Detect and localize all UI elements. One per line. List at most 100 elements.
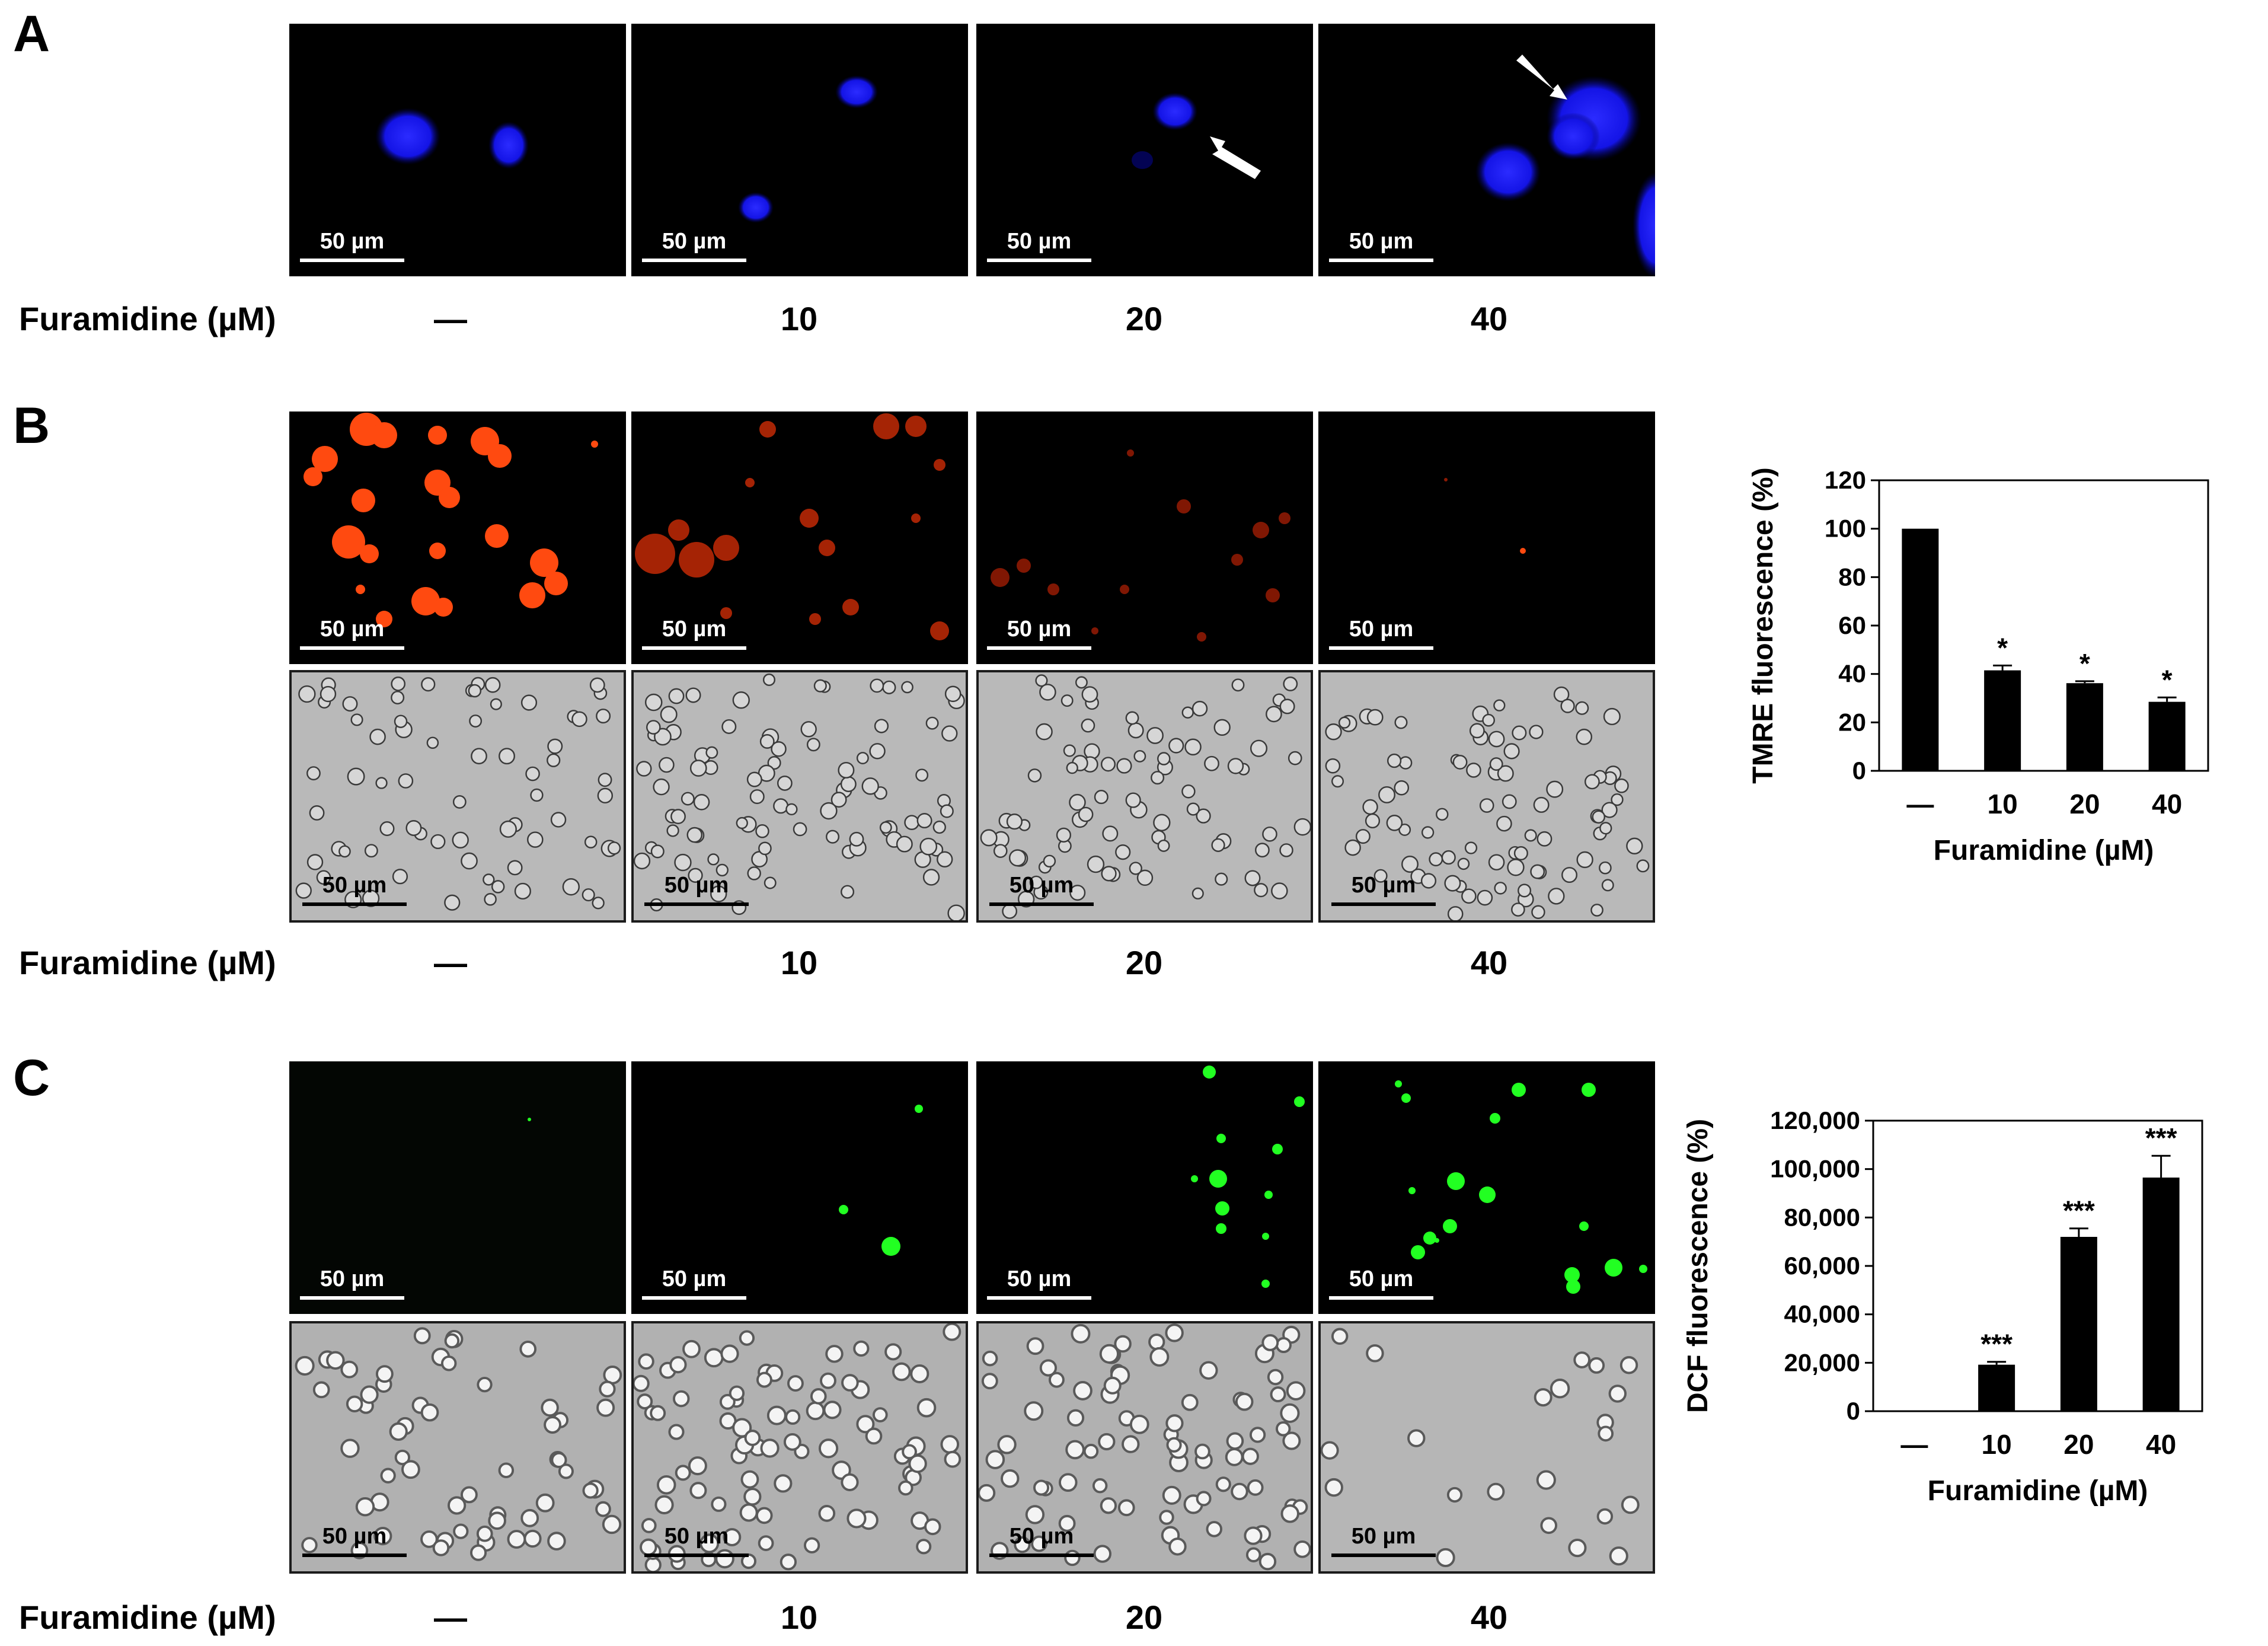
- cell: [1066, 761, 1078, 774]
- cell: [1599, 861, 1612, 875]
- cell: [448, 1496, 467, 1515]
- cell: [375, 1365, 394, 1383]
- cell: [320, 685, 337, 703]
- cell: [732, 691, 750, 709]
- cell: [369, 728, 386, 745]
- panel-label-c: C: [13, 1050, 50, 1106]
- tmre-cells: [635, 413, 949, 640]
- cell: [846, 1508, 867, 1529]
- cell: [1168, 738, 1184, 754]
- cell: [1192, 887, 1204, 899]
- cell: [1258, 1552, 1277, 1571]
- cell: [1421, 826, 1435, 839]
- cell: [394, 714, 408, 728]
- scale-bar-label: 50 µm: [1349, 1267, 1414, 1291]
- cell: [650, 844, 665, 859]
- cell: [650, 1405, 666, 1421]
- cell: [1245, 1547, 1261, 1562]
- scale-bar-label: 50 µm: [320, 617, 385, 642]
- cell: [1331, 1328, 1349, 1345]
- cell: [1378, 786, 1395, 803]
- cell: [915, 768, 929, 782]
- brightfield-cells: [1325, 686, 1650, 920]
- cell: [520, 694, 538, 711]
- significance-marker: ***: [1980, 1329, 2013, 1360]
- cell: [1225, 1447, 1244, 1466]
- cell: [484, 893, 497, 906]
- scale-bar: 50 µm: [1329, 1268, 1433, 1300]
- cell: [375, 777, 388, 789]
- cell: [527, 831, 544, 848]
- y-tick-label: 120,000: [1770, 1106, 1860, 1134]
- cell: [355, 1497, 375, 1517]
- cell: [350, 713, 363, 726]
- cell: [551, 1452, 567, 1468]
- cell: [686, 827, 703, 843]
- cell: [380, 1468, 396, 1484]
- cell: [1254, 843, 1270, 858]
- cell: [1548, 888, 1565, 905]
- cell: [1035, 674, 1048, 687]
- cell: [1401, 856, 1419, 873]
- x-tick-label: —: [1906, 789, 1934, 819]
- tmre-cells: [304, 413, 598, 627]
- tmre-cells: [1444, 478, 1526, 554]
- cell: [1006, 813, 1023, 830]
- cell: [644, 693, 663, 712]
- cell: [856, 1415, 875, 1434]
- cell: [1477, 889, 1493, 906]
- scale-bar: 50 µm: [989, 874, 1094, 906]
- cell: [654, 1495, 674, 1514]
- cell: [710, 885, 727, 902]
- brightfield-cells: [295, 677, 621, 911]
- brightfield-cells: [634, 673, 965, 920]
- x-tick-label: —: [1900, 1429, 1928, 1460]
- cell: [1267, 1369, 1284, 1386]
- dose-label-c-20: 20: [1125, 1599, 1163, 1636]
- cell: [755, 1507, 773, 1524]
- cell: [519, 1340, 537, 1358]
- y-tick-label: 100,000: [1770, 1155, 1860, 1183]
- cell: [892, 1362, 911, 1382]
- dcf-cells: [528, 1118, 531, 1121]
- cell: [1199, 1361, 1218, 1380]
- y-tick-label: 40: [1838, 660, 1866, 688]
- cell: [879, 821, 892, 834]
- cell: [704, 1348, 724, 1368]
- cell: [1116, 758, 1132, 774]
- scale-bar-label: 50 µm: [664, 1524, 729, 1549]
- cell: [688, 1456, 707, 1476]
- cell: [1148, 1334, 1165, 1351]
- cell: [940, 804, 954, 818]
- cell: [641, 1518, 657, 1533]
- cell: [1146, 727, 1164, 744]
- brightfield-cells: [634, 1323, 961, 1571]
- cell: [919, 837, 938, 856]
- cell: [1241, 1447, 1259, 1465]
- scale-bar: 50 µm: [642, 230, 746, 262]
- cell: [1206, 1521, 1222, 1537]
- cell: [1603, 707, 1621, 726]
- y-tick-label: 0: [1852, 757, 1866, 784]
- cell: [904, 815, 919, 830]
- micrograph-c-dcf-10: 50 µm: [631, 1061, 968, 1314]
- cell: [1254, 883, 1269, 898]
- bar: [2142, 1177, 2180, 1411]
- cell: [430, 834, 446, 850]
- cell: [1288, 751, 1302, 765]
- cell: [1058, 1473, 1078, 1492]
- scale-bar: 50 µm: [987, 230, 1091, 262]
- cell: [1441, 850, 1456, 865]
- cell: [535, 1493, 555, 1513]
- cell: [746, 771, 762, 787]
- cell: [820, 1372, 836, 1389]
- cell: [884, 1343, 902, 1361]
- cell: [720, 1344, 739, 1363]
- scale-bar: 50 µm: [644, 1525, 749, 1557]
- cell: [558, 1463, 574, 1479]
- arrow-icon: [1210, 136, 1261, 179]
- cell: [523, 1529, 542, 1548]
- cell: [1534, 1388, 1553, 1407]
- cell: [997, 1435, 1017, 1454]
- cell: [507, 1530, 526, 1549]
